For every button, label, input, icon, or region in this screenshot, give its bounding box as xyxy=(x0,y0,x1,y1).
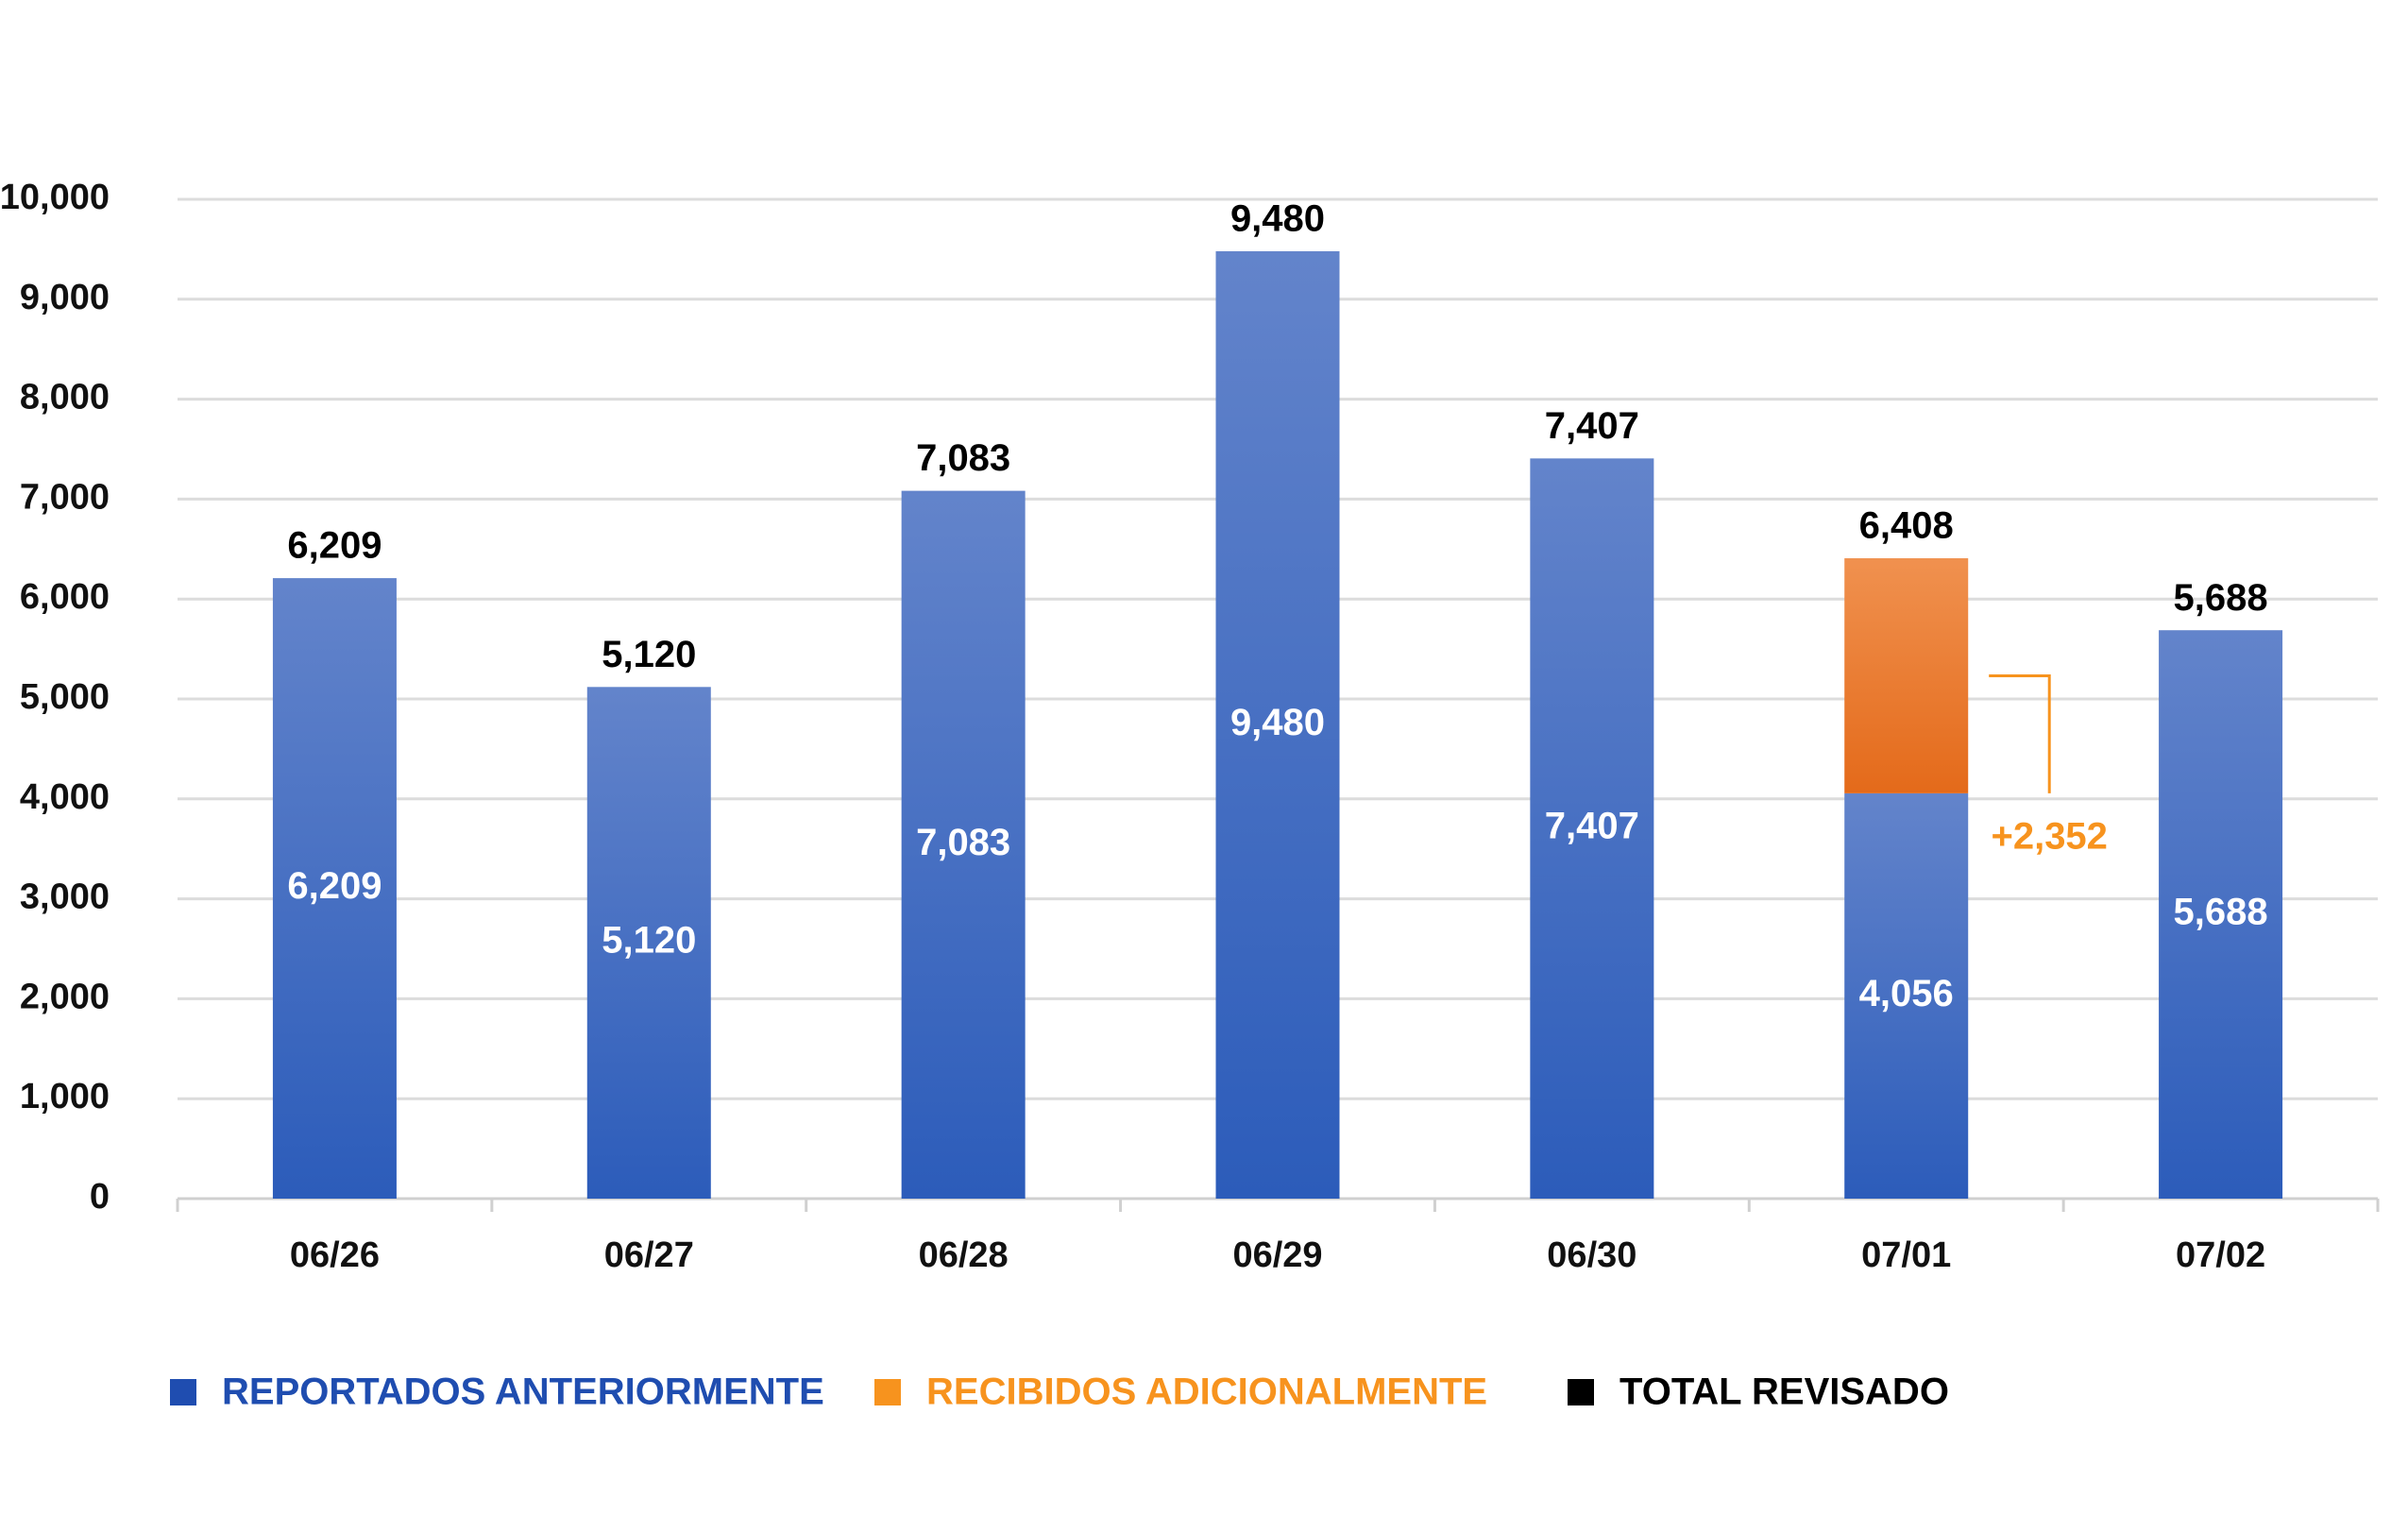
y-tick-label: 8,000 xyxy=(20,378,110,417)
bar-segment xyxy=(1530,458,1654,1200)
x-tick-label: 06/26 xyxy=(290,1235,380,1275)
total-label: 7,083 xyxy=(916,437,1010,479)
bar-segment xyxy=(1844,792,1969,1199)
bar-segment xyxy=(586,687,711,1199)
legend-label: RECIBIDOS ADICIONALMENTE xyxy=(926,1371,1487,1413)
bar-segment xyxy=(272,578,397,1199)
total-label: 7,407 xyxy=(1545,405,1639,447)
data-label: 9,480 xyxy=(1230,702,1325,743)
bar-segment xyxy=(1215,251,1340,1199)
total-label: 9,480 xyxy=(1230,198,1325,240)
data-label: 5,120 xyxy=(602,920,696,962)
legend-label: TOTAL REVISADO xyxy=(1619,1371,1949,1413)
x-tick-label: 06/29 xyxy=(1232,1235,1322,1275)
y-tick-label: 4,000 xyxy=(20,777,110,817)
total-label: 5,120 xyxy=(602,634,696,675)
y-tick-label: 0 xyxy=(90,1177,110,1217)
data-label: 7,407 xyxy=(1545,806,1639,847)
legend-swatch xyxy=(1568,1379,1594,1405)
total-label: 6,209 xyxy=(287,525,382,567)
bar-segment xyxy=(1844,558,1969,793)
data-label: +2,352 xyxy=(1991,815,2107,857)
data-label: 7,083 xyxy=(916,822,1010,863)
y-tick-label: 10,000 xyxy=(0,178,110,217)
total-label: 6,408 xyxy=(1859,505,1954,547)
x-tick-label: 06/27 xyxy=(604,1235,694,1275)
y-tick-label: 7,000 xyxy=(20,477,110,517)
total-label: 5,688 xyxy=(2174,577,2268,619)
data-label: 6,209 xyxy=(287,865,382,907)
y-tick-label: 2,000 xyxy=(20,977,110,1016)
data-label: 4,056 xyxy=(1859,973,1954,1014)
legend-swatch xyxy=(170,1379,196,1405)
x-tick-label: 07/01 xyxy=(1861,1235,1951,1275)
x-tick-label: 06/30 xyxy=(1547,1235,1636,1275)
bar-segment xyxy=(2159,630,2283,1199)
data-label: 5,688 xyxy=(2174,892,2268,933)
y-tick-label: 5,000 xyxy=(20,677,110,717)
x-tick-label: 06/28 xyxy=(919,1235,1009,1275)
bracket xyxy=(1989,673,2051,793)
legend-label: REPORTADOS ANTERIORMENTE xyxy=(222,1371,824,1413)
y-tick-label: 3,000 xyxy=(20,877,110,917)
legend-swatch xyxy=(874,1379,901,1405)
y-tick-label: 1,000 xyxy=(20,1077,110,1116)
y-tick-label: 6,000 xyxy=(20,577,110,617)
bar-segment xyxy=(901,490,1026,1199)
y-tick-label: 9,000 xyxy=(20,278,110,317)
x-tick-label: 07/02 xyxy=(2176,1235,2265,1275)
